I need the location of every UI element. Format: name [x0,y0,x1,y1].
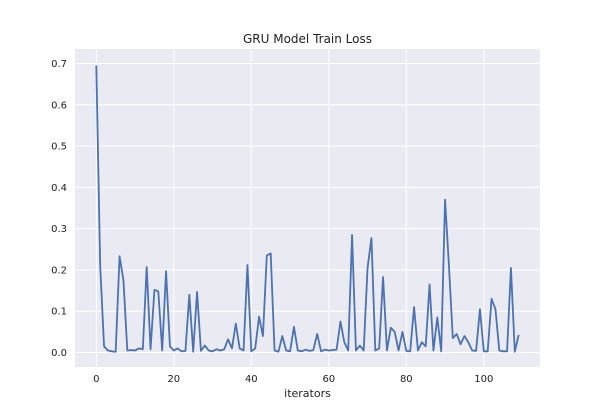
x-tick-label: 40 [245,374,258,385]
x-tick-label: 100 [474,374,493,385]
y-tick-label: 0.3 [51,224,67,235]
y-tick-label: 0.7 [51,59,67,70]
x-tick-label: 80 [400,374,413,385]
chart-title: GRU Model Train Loss [243,32,372,46]
x-axis-label: iterators [284,387,331,400]
y-tick-label: 0.4 [51,183,67,194]
series-group [95,65,520,353]
x-tick-label: 60 [322,374,335,385]
x-tick-label: 20 [167,374,180,385]
y-tick-label: 0.0 [51,348,67,359]
y-tick-label: 0.5 [51,142,67,153]
loss-series-line [95,65,520,353]
y-tick-label: 0.2 [51,265,67,276]
y-tick-label: 0.6 [51,100,67,111]
x-tick-label: 0 [93,374,99,385]
y-tick-label: 0.1 [51,307,67,318]
y-tick-labels: 0.0 0.1 0.2 0.3 0.4 0.5 0.6 0.7 [51,59,67,359]
x-tick-labels: 0 20 40 60 80 100 [93,374,493,385]
